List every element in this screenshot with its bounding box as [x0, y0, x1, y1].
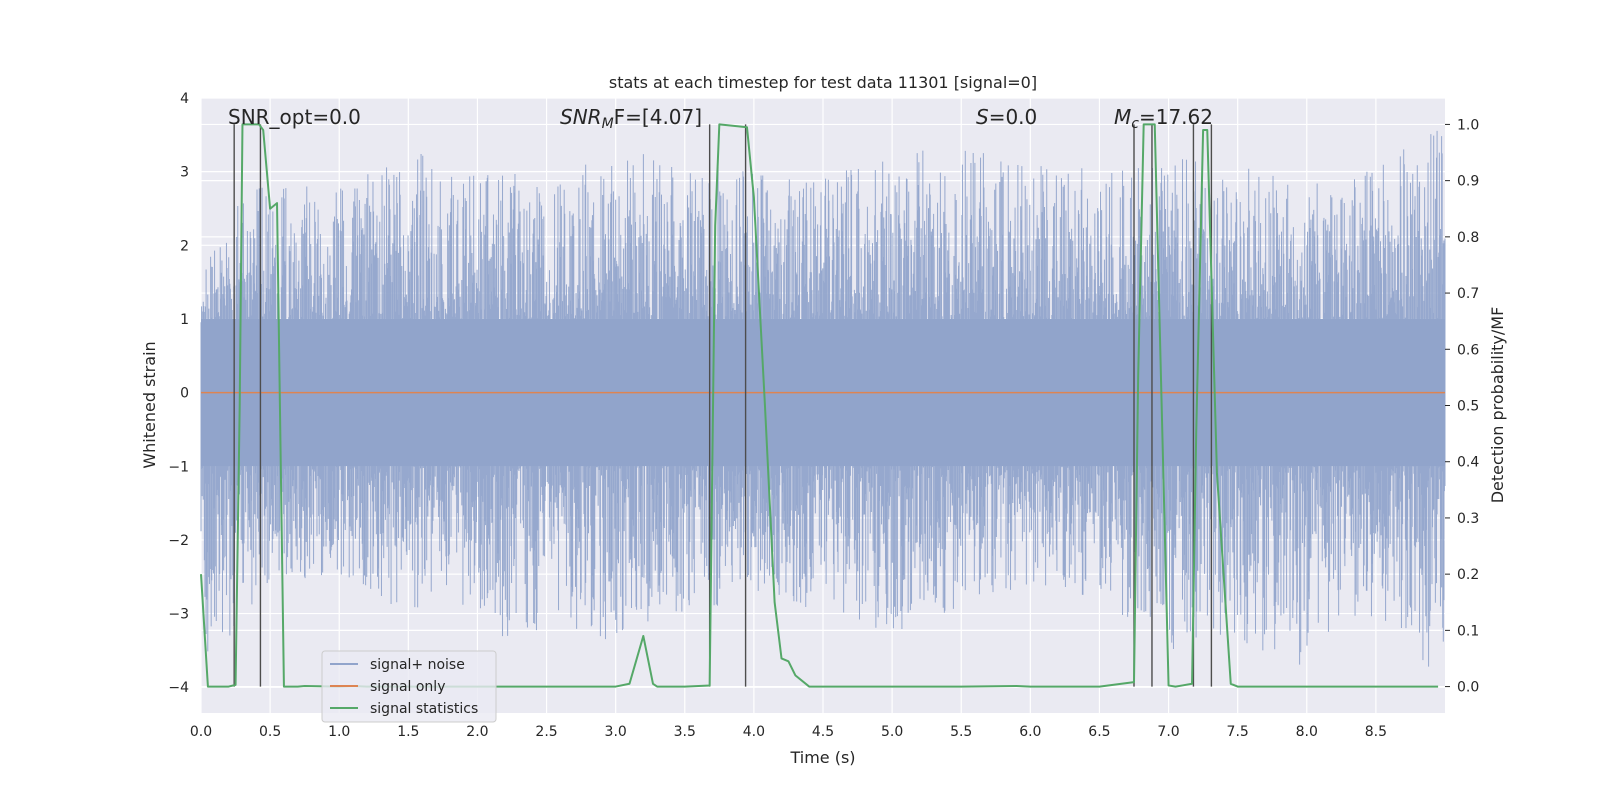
x-tick-label: 4.5	[812, 724, 834, 740]
x-tick-label: 2.0	[466, 724, 488, 740]
x-tick-label: 7.5	[1227, 724, 1249, 740]
annotation-mc: Mc=17.62	[1114, 105, 1213, 132]
y-right-tick-label: 0.4	[1457, 455, 1479, 471]
y-right-tick-label: 0.8	[1457, 230, 1479, 246]
x-tick-label: 1.0	[328, 724, 350, 740]
annotation-s: S=0.0	[976, 105, 1037, 129]
y-right-tick-label: 0.1	[1457, 623, 1479, 639]
x-tick-label: 8.5	[1365, 724, 1387, 740]
x-tick-label: 3.5	[674, 724, 696, 740]
signal-statistics-line	[200, 123, 1439, 688]
y-left-tick-label: −2	[168, 533, 189, 549]
y-left-tick-label: −4	[168, 680, 189, 696]
x-tick-label: 2.5	[535, 724, 557, 740]
x-tick-label: 7.0	[1157, 724, 1179, 740]
x-tick-label: 0.0	[190, 724, 212, 740]
y-left-tick-label: 1	[180, 312, 189, 328]
x-tick-label: 0.5	[259, 724, 281, 740]
y-left-tick-label: −1	[168, 459, 189, 475]
annotation-snr-opt: SNR_opt=0.0	[228, 105, 361, 129]
legend-label-signal-only: signal only	[370, 679, 445, 695]
y-axis-label-right: Detection probability/MF	[1488, 307, 1507, 504]
chart-title: stats at each timestep for test data 113…	[609, 73, 1037, 92]
y-left-tick-label: 4	[180, 91, 189, 107]
annotation-snr-mf: SNRMF=[4.07]	[560, 105, 702, 132]
legend: signal+ noise signal only signal statist…	[321, 650, 497, 723]
vertical-markers	[233, 124, 1213, 687]
y-left-tick-label: 0	[180, 386, 189, 402]
y-right-tick-label: 1.0	[1457, 117, 1479, 133]
x-tick-label: 8.0	[1296, 724, 1318, 740]
y-right-tick-label: 0.5	[1457, 399, 1479, 415]
legend-label-signal-noise: signal+ noise	[370, 657, 465, 673]
legend-box	[321, 650, 497, 723]
x-axis-label: Time (s)	[789, 748, 855, 767]
y-left-tick-label: −3	[168, 607, 189, 623]
x-tick-label: 6.0	[1019, 724, 1041, 740]
y-axis-label-left: Whitened strain	[140, 341, 159, 468]
y-right-tick-label: 0.9	[1457, 174, 1479, 190]
y-right-tick-label: 0.6	[1457, 342, 1479, 358]
y-right-tick-label: 0.3	[1457, 511, 1479, 527]
x-tick-label: 6.5	[1088, 724, 1110, 740]
x-tick-label: 5.5	[950, 724, 972, 740]
y-right-tick-label: 0.7	[1457, 286, 1479, 302]
signal-statistics-series	[200, 123, 1439, 688]
y-right-tick-label: 0.0	[1457, 680, 1479, 696]
y-right-tick-label: 0.2	[1457, 567, 1479, 583]
x-tick-label: 4.0	[743, 724, 765, 740]
y-left-tick-label: 3	[180, 165, 189, 181]
legend-label-signal-statistics: signal statistics	[370, 701, 478, 717]
x-tick-label: 5.0	[881, 724, 903, 740]
tick-labels: 0.0 0.5 1.0 1.5 2.0 2.5 3.0 3.5 4.0 4.5 5.0 5.5 6.0 6…	[168, 91, 1479, 740]
x-tick-label: 3.0	[605, 724, 627, 740]
y-left-tick-label: 2	[180, 238, 189, 254]
x-tick-label: 1.5	[397, 724, 419, 740]
